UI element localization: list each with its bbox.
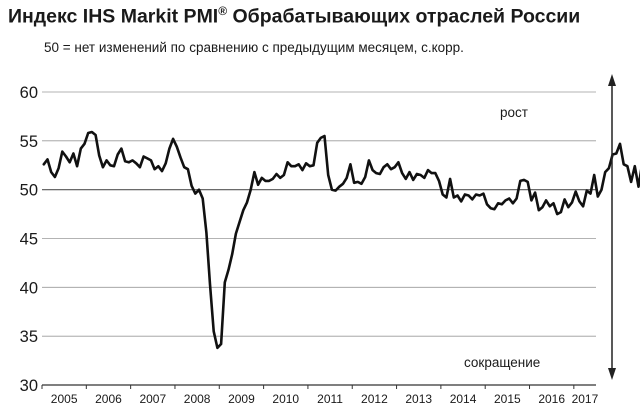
y-tick-label-40: 40 <box>20 279 38 297</box>
y-tick-label-60: 60 <box>20 84 38 102</box>
y-tick-label-55: 55 <box>20 133 38 151</box>
x-tick-label-2014: 2014 <box>450 392 477 406</box>
y-tick-label-50: 50 <box>20 182 38 200</box>
x-tick-label-2013: 2013 <box>405 392 432 406</box>
arrow-up-icon <box>608 74 616 86</box>
annotation-contraction: сокращение <box>464 355 540 370</box>
annotation-growth: рост <box>500 105 528 120</box>
x-tick-label-2016: 2016 <box>538 392 565 406</box>
x-tick-label-2007: 2007 <box>139 392 166 406</box>
arrow-down-icon <box>608 368 616 380</box>
series-line-0 <box>42 130 640 350</box>
y-tick-label-45: 45 <box>20 231 38 249</box>
gridlines <box>42 91 596 337</box>
chart-subtitle: 50 = нет изменений по сравнению с предыд… <box>44 40 464 55</box>
chart-title-rest: Обрабатывающих отраслей России <box>227 5 581 28</box>
y-tick-label-30: 30 <box>20 377 38 395</box>
x-tick-label-2009: 2009 <box>228 392 255 406</box>
chart-title-main: Индекс IHS Markit PMI <box>8 5 219 28</box>
y-axis: 30 35 40 45 50 55 60 <box>20 84 38 395</box>
series-layer <box>42 130 640 350</box>
x-tick-label-2011: 2011 <box>317 392 343 406</box>
x-tick-label-2005: 2005 <box>51 392 78 406</box>
x-tick-label-2012: 2012 <box>361 392 388 406</box>
x-tick-label-2006: 2006 <box>95 392 122 406</box>
annotations: рост сокращение <box>464 74 616 380</box>
chart-title: Индекс IHS Markit PMI® Обрабатывающих от… <box>8 4 580 29</box>
x-tick-label-2015: 2015 <box>494 392 521 406</box>
registered-mark: ® <box>218 4 228 18</box>
x-tick-label-2008: 2008 <box>184 392 211 406</box>
x-axis: 2005 2006 2007 2008 2009 2010 2011 2012 2013 2014… <box>41 384 599 406</box>
x-tick-label-2017: 2017 <box>572 392 599 406</box>
y-tick-label-35: 35 <box>20 328 38 346</box>
x-tick-label-2010: 2010 <box>272 392 299 406</box>
